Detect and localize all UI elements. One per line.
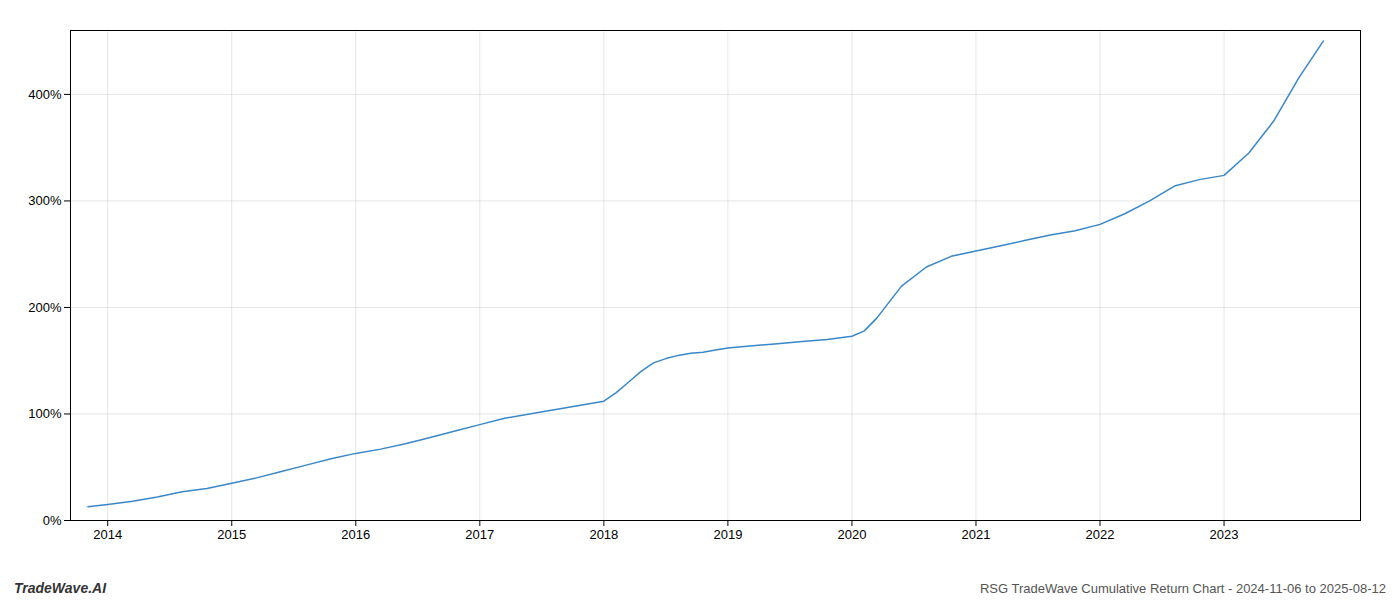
svg-text:2023: 2023 bbox=[1210, 527, 1239, 542]
svg-text:400%: 400% bbox=[28, 87, 62, 102]
svg-text:2017: 2017 bbox=[465, 527, 494, 542]
svg-text:2022: 2022 bbox=[1086, 527, 1115, 542]
svg-text:2021: 2021 bbox=[962, 527, 991, 542]
svg-text:2014: 2014 bbox=[93, 527, 122, 542]
svg-text:100%: 100% bbox=[28, 406, 62, 421]
svg-text:2016: 2016 bbox=[341, 527, 370, 542]
svg-text:200%: 200% bbox=[28, 300, 62, 315]
svg-text:2020: 2020 bbox=[837, 527, 866, 542]
svg-text:2015: 2015 bbox=[217, 527, 246, 542]
svg-text:2018: 2018 bbox=[589, 527, 618, 542]
svg-text:300%: 300% bbox=[28, 193, 62, 208]
html-text:RSG TradeWave Cumulative Retur: RSG TradeWave Cumulative Return Chart - … bbox=[979, 581, 1386, 596]
html-text:TradeWave.AI: TradeWave.AI bbox=[14, 580, 107, 596]
svg-text:2019: 2019 bbox=[713, 527, 742, 542]
svg-text:0%: 0% bbox=[43, 513, 62, 528]
